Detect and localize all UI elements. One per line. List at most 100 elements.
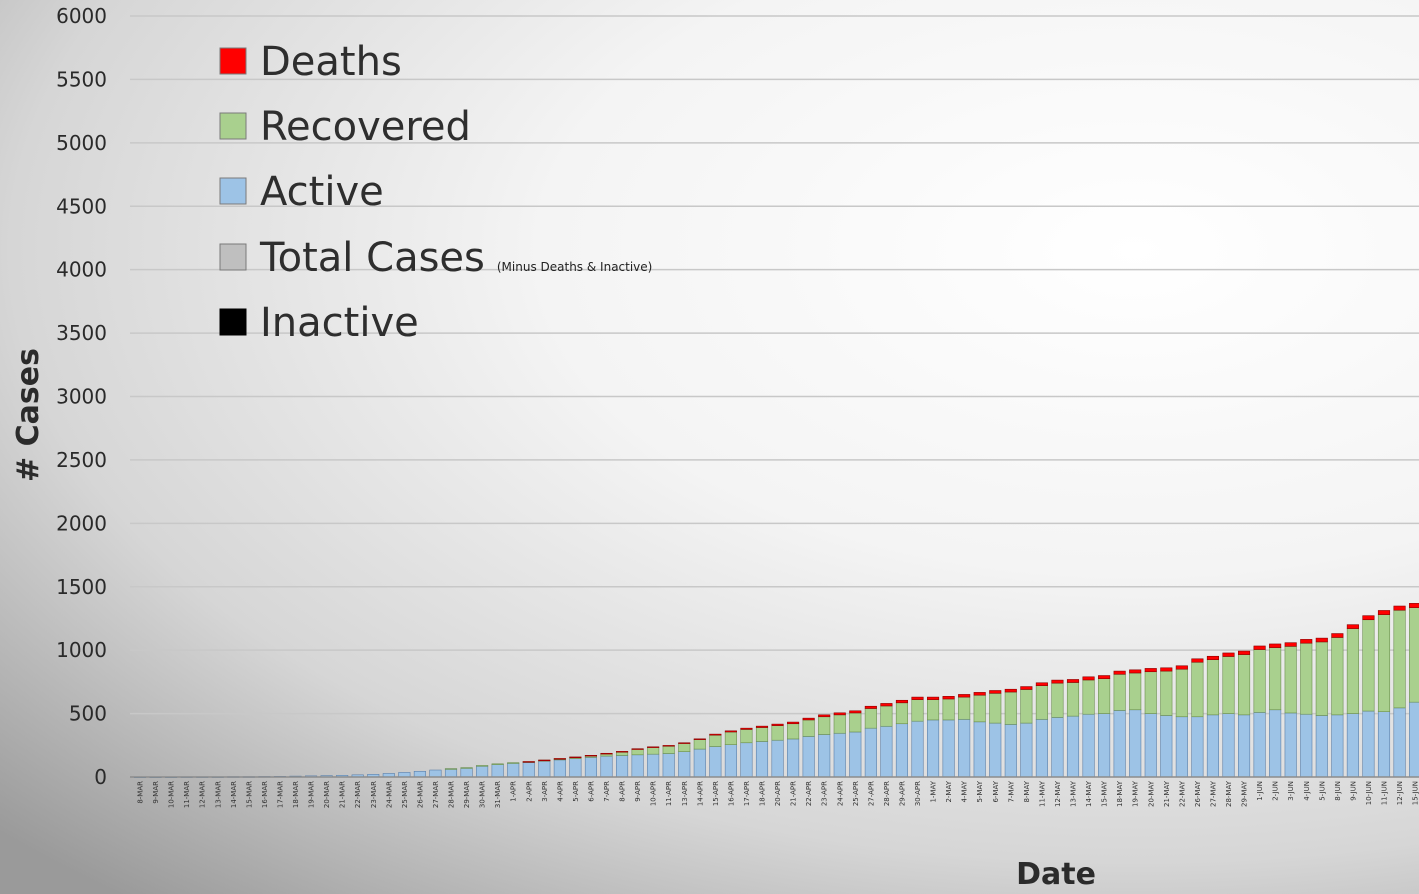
- bar-active: [429, 769, 442, 778]
- bar-active: [476, 765, 489, 778]
- x-tick-label: 13-APR: [681, 781, 689, 806]
- x-tick-label: 14-APR: [696, 781, 704, 806]
- x-tick-label: 13-MAR: [214, 781, 222, 808]
- y-axis-title: # Cases: [11, 348, 46, 482]
- bar-deaths: [1020, 686, 1033, 690]
- x-tick-label: 24-APR: [836, 781, 844, 806]
- bar-recovered: [740, 729, 753, 744]
- x-tick-label: 28-MAR: [448, 781, 456, 808]
- x-tick-label: 18-MAY: [1116, 780, 1124, 807]
- bar-active: [538, 760, 551, 778]
- x-tick-label: 16-MAR: [261, 781, 269, 808]
- bar-deaths: [849, 710, 862, 714]
- bar-deaths: [1393, 605, 1406, 611]
- bar-recovered: [631, 748, 644, 756]
- bar-recovered: [460, 767, 473, 769]
- bar-deaths: [958, 694, 971, 698]
- bar-deaths: [1269, 643, 1282, 648]
- x-tick-label: 1-MAY: [930, 780, 938, 802]
- bar-recovered: [849, 712, 862, 733]
- x-tick-label: 23-APR: [821, 781, 829, 806]
- bar-recovered: [647, 746, 660, 755]
- x-tick-label: 3-JUN: [1287, 781, 1295, 801]
- x-tick-label: 5-APR: [572, 781, 580, 802]
- bar-recovered: [787, 723, 800, 740]
- bar-recovered: [1175, 668, 1188, 718]
- bar-recovered: [1035, 685, 1048, 720]
- bar-deaths: [647, 746, 660, 748]
- x-tick-label: 5-MAY: [976, 780, 984, 802]
- bar-recovered: [1098, 678, 1111, 714]
- bar-recovered: [1206, 659, 1219, 716]
- bar-active: [1331, 714, 1344, 778]
- bar-deaths: [1409, 603, 1419, 608]
- x-tick-label: 14-MAY: [1085, 780, 1093, 807]
- x-tick-label: 15-JUN: [1412, 781, 1419, 805]
- y-tick-label: 2000: [56, 511, 107, 535]
- x-tick-label: 23-MAR: [370, 781, 378, 808]
- y-tick-label: 5500: [56, 67, 107, 91]
- bar-deaths: [755, 725, 769, 728]
- bar-recovered: [1222, 656, 1235, 714]
- bar-recovered: [1113, 673, 1126, 711]
- x-tick-label: 15-APR: [712, 781, 720, 806]
- bar-active: [1175, 716, 1188, 778]
- bar-recovered: [724, 731, 737, 745]
- x-tick-label: 11-MAR: [183, 781, 191, 808]
- bar-deaths: [538, 759, 551, 762]
- bar-deaths: [1362, 615, 1375, 621]
- x-tick-label: 12-MAY: [1054, 780, 1062, 807]
- bar-active: [553, 759, 566, 778]
- bar-active: [569, 758, 582, 778]
- legend-label: Total Cases: [259, 235, 485, 281]
- bar-recovered: [1315, 641, 1328, 716]
- x-tick-label: 7-APR: [603, 781, 611, 802]
- bar-active: [833, 732, 846, 778]
- bar-deaths: [1346, 624, 1359, 629]
- bar-active: [693, 748, 706, 778]
- x-tick-label: 8-JUN: [1334, 781, 1342, 801]
- bar-deaths: [1082, 676, 1095, 681]
- y-tick-label: 0: [94, 765, 107, 789]
- bar-deaths: [1300, 639, 1313, 644]
- bar-deaths: [911, 696, 924, 700]
- legend-note: (Minus Deaths & Inactive): [497, 260, 652, 274]
- x-tick-label: 9-JUN: [1349, 781, 1357, 801]
- bar-deaths: [615, 751, 629, 753]
- x-tick-label: 25-MAR: [401, 781, 409, 808]
- bar-deaths: [895, 699, 909, 704]
- x-tick-label: 17-MAR: [276, 781, 284, 808]
- x-tick-label: 26-MAR: [416, 781, 424, 808]
- bar-recovered: [1020, 689, 1033, 724]
- bar-active: [584, 757, 598, 778]
- bar-recovered: [1377, 614, 1391, 712]
- bar-recovered: [1129, 672, 1142, 711]
- y-tick-label: 6000: [56, 4, 107, 28]
- y-tick-label: 1500: [56, 575, 107, 599]
- bar-active: [942, 719, 955, 778]
- x-tick-label: 27-APR: [867, 781, 875, 806]
- x-tick-label: 4-MAY: [961, 780, 969, 802]
- x-tick-label: 27-MAY: [1209, 780, 1217, 807]
- bar-active: [1160, 715, 1173, 778]
- y-tick-label: 4000: [56, 258, 107, 282]
- x-tick-label: 29-MAR: [463, 781, 471, 808]
- bar-active: [958, 718, 971, 778]
- bar-deaths: [693, 738, 706, 740]
- bar-recovered: [958, 696, 971, 720]
- bar-active: [1300, 713, 1313, 778]
- bar-active: [413, 770, 426, 778]
- bar-recovered: [1082, 679, 1095, 715]
- y-tick-label: 3500: [56, 321, 107, 345]
- bar-deaths: [973, 692, 986, 696]
- bar-active: [1051, 717, 1064, 778]
- legend-swatch: [219, 177, 247, 205]
- x-tick-label: 20-MAY: [1147, 780, 1155, 807]
- x-tick-label: 12-MAR: [199, 781, 207, 808]
- legend-swatch: [219, 243, 247, 271]
- bar-active: [989, 722, 1002, 778]
- bar-recovered: [1191, 661, 1204, 718]
- x-tick-label: 9-APR: [634, 781, 642, 802]
- bar-active: [1362, 710, 1375, 778]
- bar-deaths: [989, 690, 1002, 694]
